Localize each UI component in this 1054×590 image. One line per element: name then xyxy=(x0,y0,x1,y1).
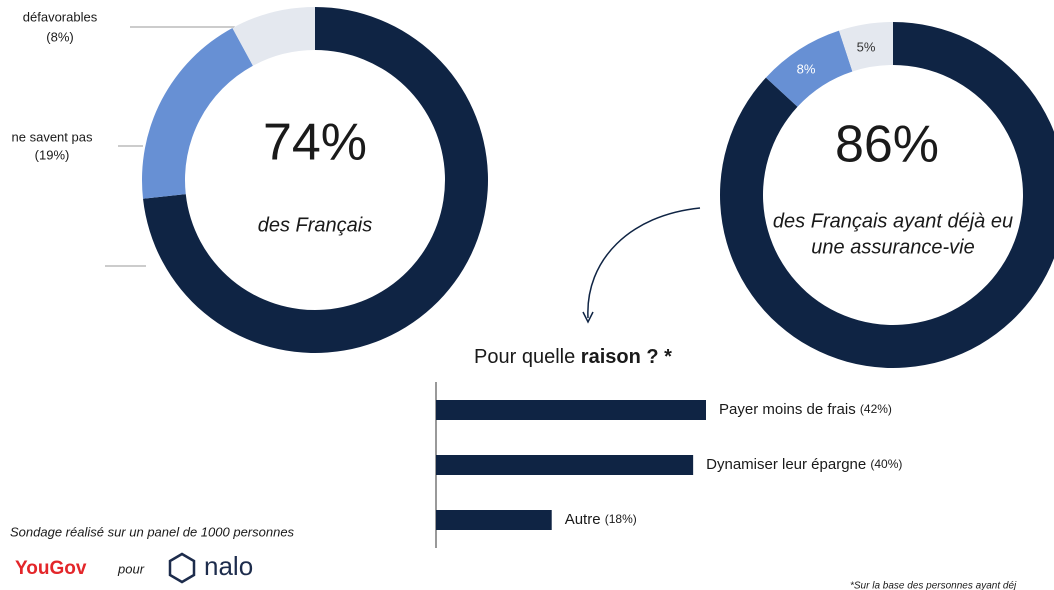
value-label: 8% xyxy=(797,61,816,76)
center-text: une assurance-vie xyxy=(811,236,974,258)
center-value: 86% xyxy=(835,116,939,174)
category-label: défavorables xyxy=(23,9,98,24)
title-text: Pour quelle xyxy=(474,346,575,368)
connector: pour xyxy=(117,561,145,576)
value-label: (40%) xyxy=(870,457,902,471)
bar xyxy=(436,400,706,420)
value-label: 5% xyxy=(857,39,876,54)
donut-segment xyxy=(839,22,893,72)
category-label: Dynamiser leur épargne xyxy=(706,456,866,473)
center-text: des Français ayant déjà eu xyxy=(773,210,1013,232)
center-text: des Français xyxy=(258,214,373,236)
bar-label: Payer moins de frais (42%) xyxy=(719,401,892,418)
partner: nalo xyxy=(204,551,253,581)
title-emphasis: raison ? * xyxy=(581,346,672,368)
donut-segment xyxy=(232,7,315,66)
donut-segment xyxy=(765,30,853,107)
bar-label: Dynamiser leur épargne (40%) xyxy=(706,456,902,473)
value-label: (8%) xyxy=(46,29,73,44)
center-value: 74% xyxy=(263,114,367,172)
bar-chart-title: Pour quelle raison ? * xyxy=(474,346,672,368)
bar xyxy=(436,455,694,475)
footnote: *Sur la base des personnes ayant déj xyxy=(850,581,1017,590)
brand: YouGov xyxy=(15,558,87,579)
donut-segment xyxy=(142,27,253,199)
bar xyxy=(436,510,552,530)
category-label: Payer moins de frais xyxy=(719,401,856,418)
footer-note: Sondage réalisé sur un panel de 1000 per… xyxy=(10,524,295,539)
arrow xyxy=(587,207,701,319)
arrow-head xyxy=(582,311,594,324)
value-label: (19%) xyxy=(35,147,70,162)
value-label: (18%) xyxy=(605,512,637,526)
category-label: Autre xyxy=(565,511,601,528)
category-label: ne savent pas xyxy=(12,129,93,144)
partner-logo xyxy=(168,552,196,584)
value-label: (42%) xyxy=(860,402,892,416)
bar-label: Autre (18%) xyxy=(565,511,637,528)
